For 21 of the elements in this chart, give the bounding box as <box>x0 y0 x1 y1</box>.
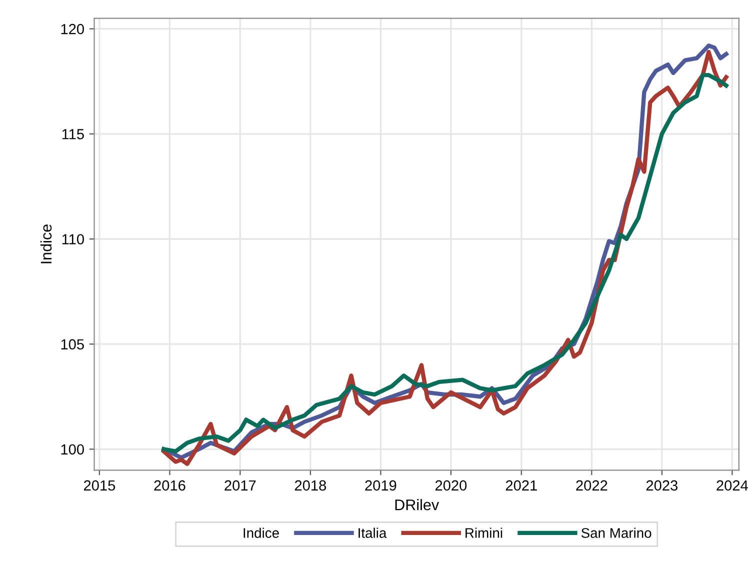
x-axis-title: DRilev <box>395 499 440 510</box>
x-tick-label: 2023 <box>646 480 678 491</box>
x-tick-label: 2018 <box>294 480 326 491</box>
x-tick-label: 2024 <box>716 480 748 491</box>
x-tick-label: 2015 <box>84 480 116 491</box>
legend-label: San Marino <box>581 528 652 538</box>
x-tick-label: 2021 <box>506 480 537 491</box>
x-tick-label: 2017 <box>224 480 256 491</box>
y-tick-label: 115 <box>62 129 84 140</box>
y-tick-label: 110 <box>62 234 84 244</box>
x-tick-label: 2020 <box>435 480 467 491</box>
x-tick-label: 2022 <box>576 480 608 491</box>
y-tick-label: 100 <box>61 444 84 455</box>
x-tick-label: 2019 <box>365 480 396 491</box>
legend-label: Rimini <box>466 528 502 538</box>
legend-label: Italia <box>358 528 387 538</box>
x-tick-label: 2016 <box>154 480 186 491</box>
y-tick-label: 120 <box>61 24 84 34</box>
y-tick-label: 105 <box>61 339 84 350</box>
y-axis-title: Indice <box>40 224 52 264</box>
legend-title: Indice <box>244 528 279 538</box>
